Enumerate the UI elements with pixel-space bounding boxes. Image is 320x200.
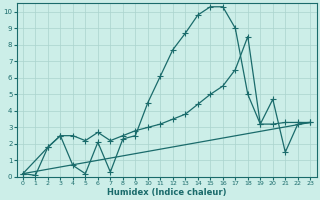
X-axis label: Humidex (Indice chaleur): Humidex (Indice chaleur): [107, 188, 226, 197]
